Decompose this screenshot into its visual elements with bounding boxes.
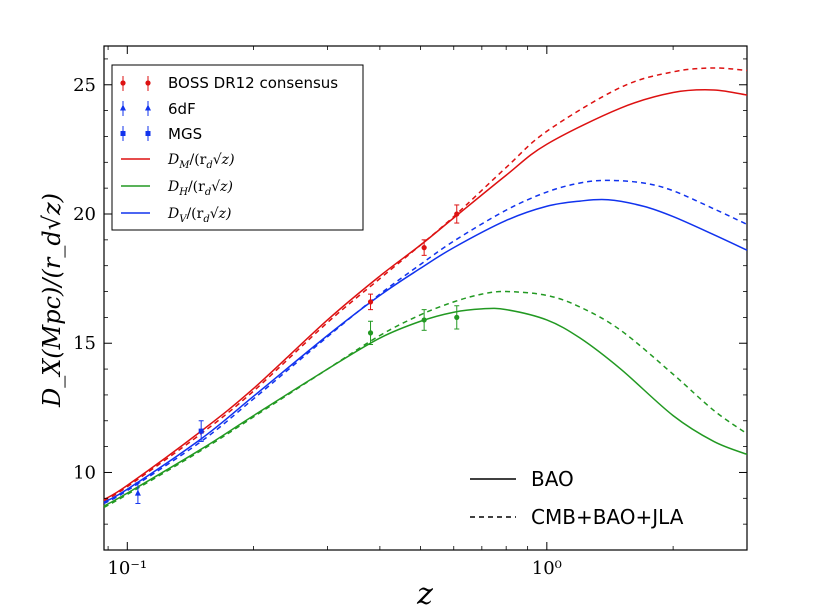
data-point-1-0	[367, 330, 374, 336]
style-legend: BAO CMB+BAO+JLA	[470, 467, 684, 529]
y-tick-label-1: 15	[73, 333, 96, 354]
legend-boss-label: BOSS DR12 consensus	[168, 74, 338, 92]
series-line-5	[103, 179, 748, 505]
data-point-0-0	[367, 299, 374, 305]
series-line-4	[103, 198, 748, 503]
legend-item-dm: DM/(rd√z)	[121, 152, 235, 171]
x-tick-label-1: 10⁰	[532, 558, 562, 579]
legend-dm-label: DM/(rd√z)	[167, 152, 235, 171]
legend: BOSS DR12 consensus 6dF MGS DM/(rd√z) DH…	[111, 64, 364, 231]
legend-mgs-marker-2	[145, 131, 151, 136]
data-points	[134, 204, 460, 504]
legend-item-mgs: MGS	[120, 125, 202, 143]
legend-item-boss: BOSS DR12 consensus	[120, 74, 338, 92]
data-point-1-1	[421, 317, 427, 323]
y-tick-label-2: 20	[73, 204, 96, 225]
legend-dh-label: DH/(rd√z)	[167, 179, 233, 198]
legend-6df-label: 6dF	[168, 100, 196, 118]
data-point-0-2	[454, 211, 460, 217]
series-line-3	[103, 290, 748, 509]
legend-dv-label: DV/(rd√z)	[167, 206, 232, 225]
legend-item-6df: 6dF	[120, 100, 196, 118]
tick-labels: 10 15 20 25 10⁻¹ 10⁰	[73, 75, 562, 579]
y-tick-label-3: 25	[73, 75, 96, 96]
y-tick-label-0: 10	[73, 462, 96, 483]
style-legend-solid-label: BAO	[531, 467, 574, 491]
x-axis-label: z	[416, 577, 433, 611]
legend-mgs-marker-1	[120, 131, 126, 136]
plot-frame	[103, 45, 748, 551]
data-point-1-2	[454, 314, 460, 320]
y-axis-label: D_X(Mpc)/(r_d√z)	[38, 193, 66, 408]
ticks	[104, 46, 748, 550]
y-axis-label-group: D_X(Mpc)/(r_d√z)	[38, 193, 66, 408]
data-point-3-0	[198, 428, 204, 434]
style-legend-dashed-label: CMB+BAO+JLA	[531, 505, 684, 529]
legend-6df-marker-2	[145, 104, 151, 111]
legend-6df-marker-1	[120, 104, 126, 111]
legend-item-dv: DV/(rd√z)	[121, 206, 232, 225]
legend-item-dh: DH/(rd√z)	[121, 179, 233, 198]
data-point-2-0	[134, 489, 141, 496]
legend-box	[111, 64, 364, 231]
data-point-0-1	[421, 245, 427, 251]
legend-boss-marker-1	[120, 80, 126, 86]
series-line-2	[103, 307, 748, 507]
legend-boss-marker-2	[145, 80, 151, 86]
x-tick-label-0: 10⁻¹	[107, 558, 147, 579]
legend-mgs-label: MGS	[168, 125, 202, 143]
